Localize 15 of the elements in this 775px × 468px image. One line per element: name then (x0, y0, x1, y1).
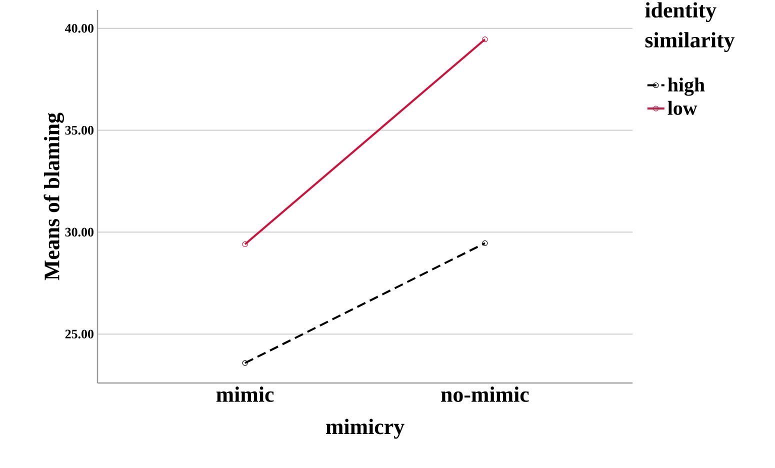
point (242, 360, 248, 366)
y-tick-label: 25.00 (65, 330, 94, 338)
point (482, 240, 488, 246)
x-tick-label: no-mimic (441, 386, 529, 402)
point (242, 241, 248, 247)
x-tick-label: mimic (216, 386, 274, 402)
legend-label: high (668, 78, 705, 96)
y-tick-label: 35.00 (65, 126, 94, 135)
legend-title: identity similarity (645, 2, 735, 52)
legend-label: low (668, 100, 698, 115)
y-axis-title: Means of blaming (44, 112, 64, 280)
y-tick-label: 40.00 (65, 24, 94, 33)
point (482, 36, 488, 42)
y-tick-label: 30.00 (65, 228, 94, 237)
x-axis-title: mimicry (326, 418, 404, 439)
